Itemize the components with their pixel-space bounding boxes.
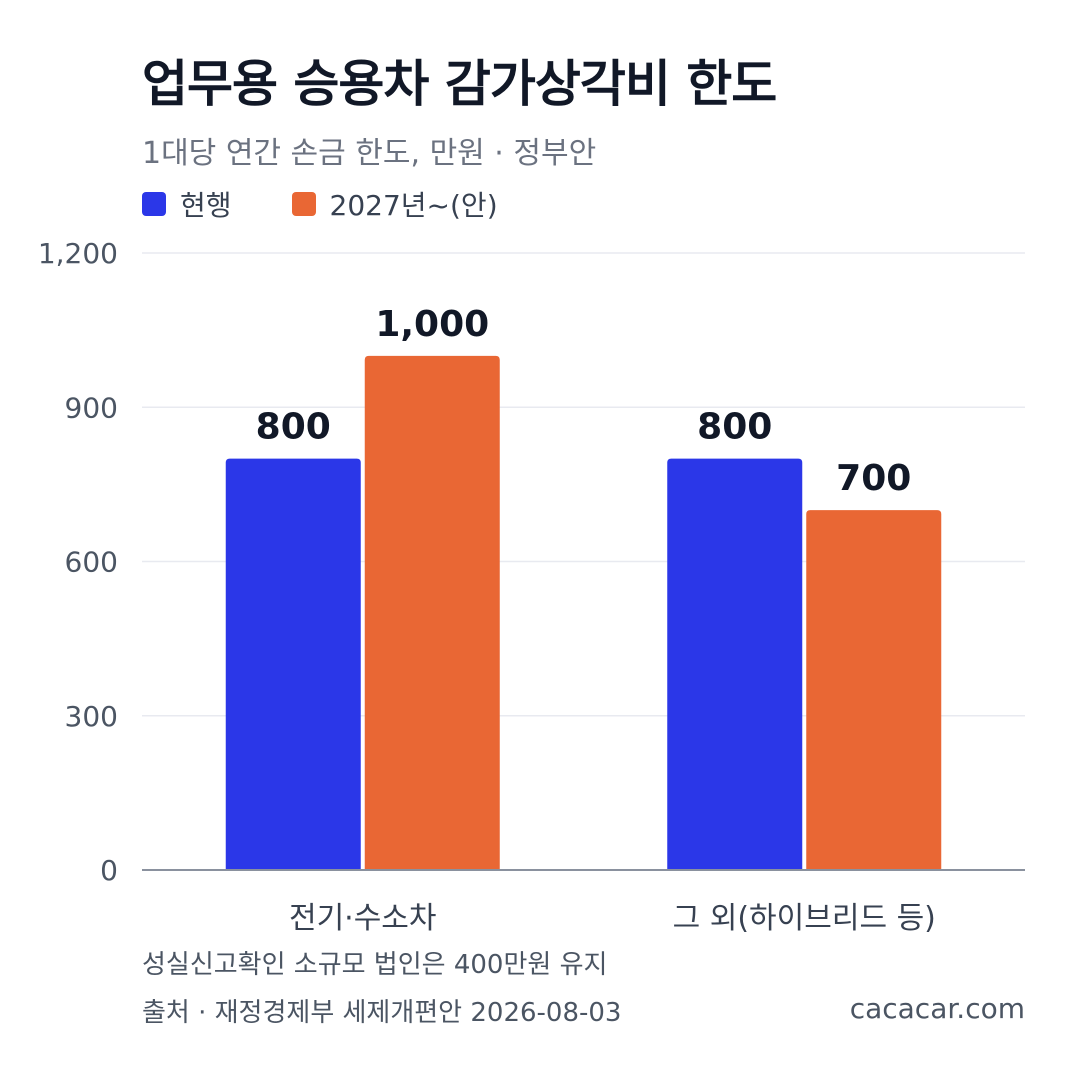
y-tick-label: 900 xyxy=(65,391,118,424)
chart-subtitle: 1대당 연간 손금 한도, 만원 · 정부안 xyxy=(142,136,597,171)
legend-swatch-proposed xyxy=(291,192,316,216)
legend: 현행 2027년~(안) xyxy=(142,184,558,224)
source-credit: 출처 · 재정경제부 세제개편안 2026-08-03 xyxy=(142,998,622,1028)
site-credit: cacacar.com xyxy=(849,992,1025,1025)
bar xyxy=(667,458,803,870)
footnote: 성실신고확인 소규모 법인은 400만원 유지 xyxy=(142,950,608,980)
data-label: 700 xyxy=(836,458,911,499)
legend-item-current: 현행 xyxy=(142,184,232,224)
bar xyxy=(225,458,361,870)
y-tick-label: 0 xyxy=(100,854,118,887)
legend-label-current: 현행 xyxy=(180,189,232,222)
x-tick-label: 그 외(하이브리드 등) xyxy=(673,901,936,936)
chart-title: 업무용 승용차 감가상각비 한도 xyxy=(142,55,777,113)
data-label: 800 xyxy=(697,407,772,448)
data-label: 800 xyxy=(256,407,331,448)
legend-swatch-current xyxy=(142,192,166,216)
x-tick-label: 전기·수소차 xyxy=(289,901,437,936)
bar xyxy=(364,355,500,870)
y-tick-label: 600 xyxy=(65,546,118,579)
y-tick-label: 1,200 xyxy=(38,237,118,270)
y-tick-label: 300 xyxy=(65,700,118,733)
bar xyxy=(806,510,942,870)
legend-item-proposed: 2027년~(안) xyxy=(291,184,498,224)
legend-label-proposed: 2027년~(안) xyxy=(329,189,498,222)
data-label: 1,000 xyxy=(375,304,489,345)
